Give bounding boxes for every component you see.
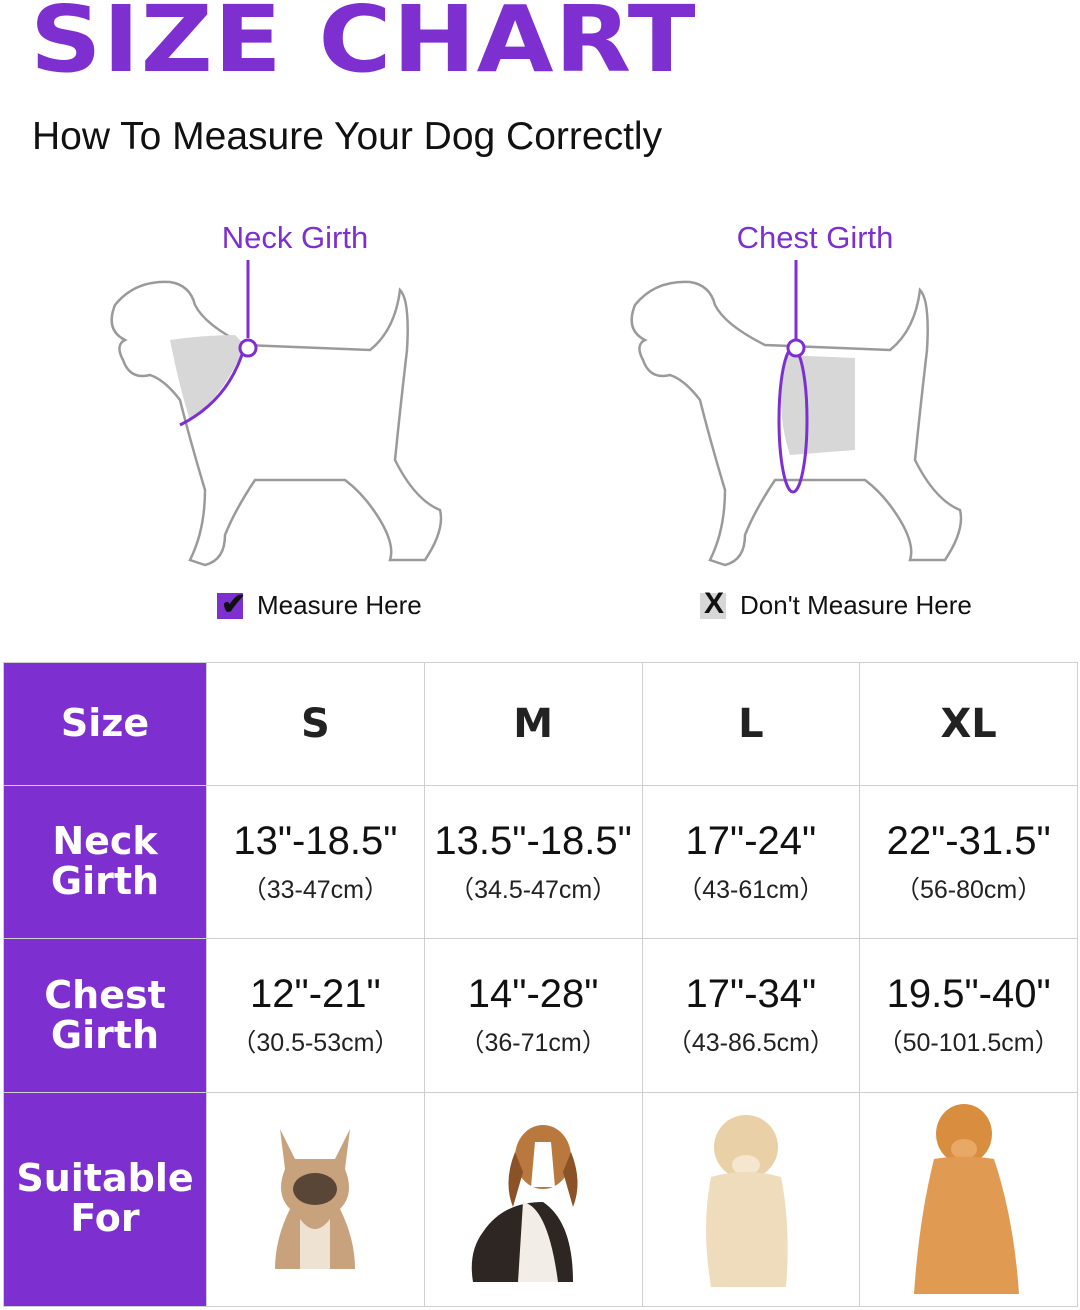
size-l: L xyxy=(641,661,861,787)
table-row-size: Size S M L XL xyxy=(3,661,1078,787)
neck-cell-xl: 22"-31.5" （56-80cm） xyxy=(859,785,1078,940)
row-header-size: Size xyxy=(3,661,207,787)
inch-value: 13"-18.5" xyxy=(233,818,398,863)
purple-swatch: ✔ xyxy=(217,588,246,621)
cm-value: （56-80cm） xyxy=(894,875,1043,904)
size-table: Size S M L XL Neck Girth 13"-18.5" （33-47… xyxy=(3,661,1078,1308)
dog-cell-xl xyxy=(859,1091,1078,1308)
inch-value: 17"-24" xyxy=(685,818,817,863)
gray-swatch: X xyxy=(700,587,726,620)
row-header-line: Girth xyxy=(50,859,160,904)
dog-outline-icon xyxy=(630,260,963,567)
legend-measure-text: Measure Here xyxy=(257,590,422,620)
table-row-neck-girth: Neck Girth 13"-18.5" （33-47cm） 13.5"-18.5… xyxy=(3,785,1078,940)
neck-girth-diagram: Neck Girth xyxy=(95,220,495,580)
row-header-neck-girth: Neck Girth xyxy=(3,785,207,940)
chest-cell-xl: 19.5"-40" （50-101.5cm） xyxy=(859,938,1078,1093)
dog-outline-icon xyxy=(110,260,443,567)
chest-girth-diagram: Chest Girth xyxy=(615,220,1015,580)
beagle-icon xyxy=(471,1124,578,1282)
cm-value: （33-47cm） xyxy=(241,875,390,904)
golden-retriever-icon xyxy=(913,1104,1019,1295)
legend-dont-measure: X Don't Measure Here xyxy=(700,587,972,621)
legend-measure-here: ✔ Measure Here xyxy=(217,588,422,621)
neck-girth-label: Neck Girth xyxy=(221,220,369,255)
page-title: SIZE CHART xyxy=(30,0,697,93)
row-header-line: For xyxy=(70,1196,140,1241)
cm-value: （43-61cm） xyxy=(677,875,825,904)
chest-cell-l: 17"-34" （43-86.5cm） xyxy=(641,938,861,1093)
cm-value: （30.5-53cm） xyxy=(231,1029,400,1058)
dog-cell-l xyxy=(641,1091,861,1308)
row-header-chest-girth: Chest Girth xyxy=(3,938,207,1093)
row-header-line: Chest xyxy=(44,972,166,1017)
labrador-icon xyxy=(705,1114,788,1287)
inch-value: 13.5"-18.5" xyxy=(434,818,632,863)
row-header-line: Girth xyxy=(50,1012,160,1057)
inch-value: 12"-21" xyxy=(250,972,381,1017)
chest-girth-label: Chest Girth xyxy=(736,220,894,255)
dog-cell-m xyxy=(423,1091,643,1308)
legend-dont-text: Don't Measure Here xyxy=(740,590,972,620)
page-subtitle: How To Measure Your Dog Correctly xyxy=(32,115,663,158)
cm-value: （36-71cm） xyxy=(459,1029,607,1058)
inch-value: 14"-28" xyxy=(467,972,599,1017)
checkmark-icon: ✔ xyxy=(221,587,247,621)
chest-cell-m: 14"-28" （36-71cm） xyxy=(423,938,643,1093)
table-row-suitable-for: Suitable For xyxy=(3,1091,1078,1308)
neck-cell-s: 13"-18.5" （33-47cm） xyxy=(206,785,425,940)
table-row-chest-girth: Chest Girth 12"-21" （30.5-53cm） 14"-28" （3… xyxy=(3,938,1078,1093)
inch-value: 22"-31.5" xyxy=(886,818,1051,863)
cm-value: （43-86.5cm） xyxy=(666,1029,835,1058)
cm-value: （34.5-47cm） xyxy=(449,875,618,904)
neck-cell-l: 17"-24" （43-61cm） xyxy=(641,785,861,940)
row-header-line: Neck xyxy=(52,819,158,864)
size-m: M xyxy=(423,661,643,787)
row-header-line: Suitable xyxy=(16,1156,194,1201)
row-header-suitable-for: Suitable For xyxy=(3,1091,207,1308)
french-bulldog-icon xyxy=(275,1129,356,1270)
size-s: S xyxy=(206,661,425,787)
size-xl: XL xyxy=(859,661,1078,787)
dog-cell-s xyxy=(206,1091,425,1308)
inch-value: 17"-34" xyxy=(685,972,817,1017)
chest-cell-s: 12"-21" （30.5-53cm） xyxy=(206,938,425,1093)
x-mark-icon: X xyxy=(704,586,725,620)
inch-value: 19.5"-40" xyxy=(886,972,1051,1017)
cm-value: （50-101.5cm） xyxy=(877,1029,1060,1058)
neck-cell-m: 13.5"-18.5" （34.5-47cm） xyxy=(423,785,643,940)
